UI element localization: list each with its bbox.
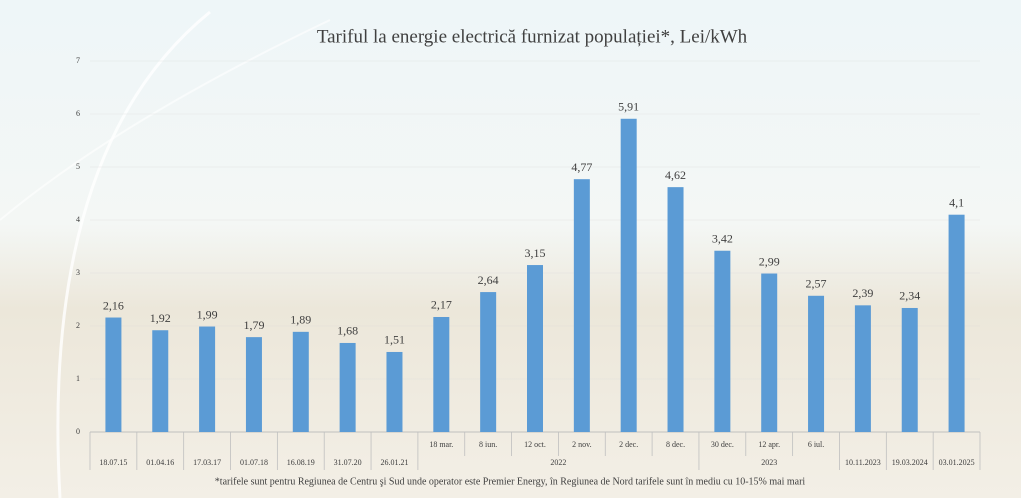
y-tick-label: 1 bbox=[76, 374, 80, 383]
value-label: 2,64 bbox=[478, 273, 499, 287]
x-tick-label: 18 mar. bbox=[429, 440, 453, 449]
bar bbox=[292, 331, 309, 432]
bar bbox=[245, 337, 262, 432]
bar bbox=[667, 187, 684, 432]
x-tick-label: 30 dec. bbox=[711, 440, 734, 449]
bar bbox=[573, 179, 590, 432]
value-label: 2,16 bbox=[103, 298, 124, 312]
footnote: *tarifele sunt pentru Regiunea de Centru… bbox=[215, 476, 806, 487]
x-tick-label: 03.01.2025 bbox=[939, 458, 975, 467]
y-tick-label: 6 bbox=[76, 109, 80, 118]
y-tick-label: 5 bbox=[76, 162, 80, 171]
x-tick-label: 19.03.2024 bbox=[892, 458, 928, 467]
value-label: 2,17 bbox=[431, 298, 452, 312]
x-tick-label: 01.07.18 bbox=[240, 458, 268, 467]
bar bbox=[105, 317, 122, 432]
group-label: 2023 bbox=[761, 458, 777, 467]
value-label: 3,15 bbox=[525, 246, 546, 260]
x-tick-label: 16.08.19 bbox=[287, 458, 315, 467]
x-tick-label: 17.03.17 bbox=[193, 458, 221, 467]
x-tick-label: 31.07.20 bbox=[334, 458, 362, 467]
x-tick-label: 18.07.15 bbox=[99, 458, 127, 467]
bar bbox=[386, 351, 403, 432]
x-tick-label: 8 dec. bbox=[666, 440, 685, 449]
value-label: 4,77 bbox=[571, 160, 592, 174]
x-tick-label: 26.01.21 bbox=[380, 458, 408, 467]
value-label: 1,92 bbox=[150, 311, 171, 325]
bar bbox=[714, 250, 731, 432]
x-tick-label: 12 oct. bbox=[524, 440, 546, 449]
bar bbox=[339, 342, 356, 432]
value-label: 1,68 bbox=[337, 324, 358, 338]
value-label: 2,34 bbox=[899, 289, 920, 303]
bar bbox=[199, 326, 216, 432]
x-tick-label: 8 iun. bbox=[479, 440, 497, 449]
bar bbox=[761, 273, 778, 432]
chart-title: Tariful la energie electrică furnizat po… bbox=[317, 26, 748, 47]
group-label: 2022 bbox=[550, 458, 566, 467]
bar bbox=[527, 265, 543, 432]
x-tick-label: 01.04.16 bbox=[146, 458, 174, 467]
bar bbox=[854, 305, 871, 432]
value-label: 5,91 bbox=[618, 100, 639, 114]
bar bbox=[620, 118, 637, 433]
y-tick-label: 0 bbox=[76, 427, 80, 436]
value-label: 1,79 bbox=[243, 318, 264, 332]
bar bbox=[480, 292, 497, 432]
decor-curve bbox=[0, 19, 331, 221]
y-tick-label: 3 bbox=[76, 268, 80, 277]
bar bbox=[152, 330, 169, 432]
value-label: 4,62 bbox=[665, 168, 686, 182]
value-label: 2,99 bbox=[759, 254, 780, 268]
bar bbox=[433, 316, 450, 432]
value-label: 1,89 bbox=[290, 313, 311, 327]
value-label: 4,1 bbox=[949, 195, 964, 209]
x-tick-label: 2 nov. bbox=[572, 440, 591, 449]
x-tick-label: 2 dec. bbox=[619, 440, 638, 449]
y-tick-label: 2 bbox=[76, 321, 80, 330]
value-label: 2,57 bbox=[806, 277, 827, 291]
y-tick-label: 7 bbox=[76, 56, 80, 65]
x-tick-label: 6 iul. bbox=[808, 440, 824, 449]
value-label: 3,42 bbox=[712, 231, 733, 245]
x-tick-label: 10.11.2023 bbox=[845, 458, 881, 467]
y-tick-label: 4 bbox=[76, 215, 80, 224]
x-tick-label: 12 apr. bbox=[758, 440, 780, 449]
decor-curve bbox=[56, 10, 211, 498]
bar bbox=[948, 214, 965, 432]
bar bbox=[808, 295, 825, 432]
value-label: 1,51 bbox=[384, 333, 405, 347]
value-label: 2,39 bbox=[852, 286, 873, 300]
bar bbox=[901, 307, 918, 432]
value-label: 1,99 bbox=[197, 307, 218, 321]
